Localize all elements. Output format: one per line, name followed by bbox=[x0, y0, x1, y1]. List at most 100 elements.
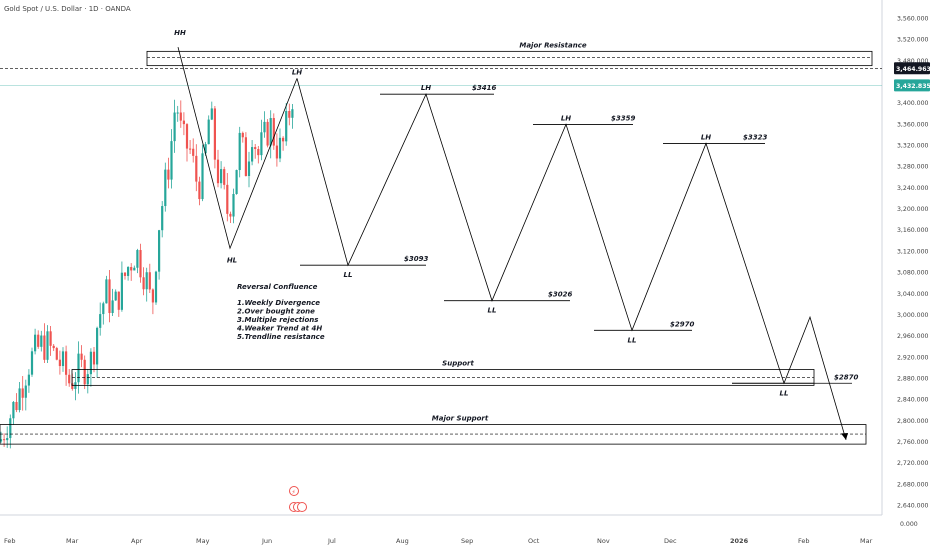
lh-label: LH bbox=[561, 114, 571, 122]
y-tick-label: 2,880.000 bbox=[897, 375, 929, 382]
y-tick-label: 3,280.000 bbox=[897, 164, 929, 171]
x-tick-label: Apr bbox=[131, 537, 143, 545]
y-tick-label: 2,760.000 bbox=[897, 439, 929, 446]
event-icon bbox=[297, 502, 307, 512]
candle-body bbox=[127, 267, 130, 276]
candle-body bbox=[254, 147, 257, 150]
candle-body bbox=[204, 144, 207, 154]
candle-body bbox=[133, 267, 136, 271]
candle-body bbox=[232, 193, 235, 217]
candle-body bbox=[238, 132, 241, 171]
candle-body bbox=[145, 272, 148, 290]
candle-body bbox=[151, 289, 154, 303]
confluence-item: 2.Over bought zone bbox=[237, 308, 315, 316]
price-level-label: $3416 bbox=[472, 84, 496, 92]
candle-body bbox=[43, 335, 46, 360]
ll-label: LL bbox=[628, 336, 637, 344]
candle-body bbox=[68, 374, 71, 384]
y-tick-label: 2,680.000 bbox=[897, 481, 929, 488]
confluence-item: 1.Weekly Divergence bbox=[237, 299, 320, 307]
y-tick-label: 2,720.000 bbox=[897, 460, 929, 467]
y-tick-label: 3,000.000 bbox=[897, 312, 929, 319]
y-tick-label: 3,360.000 bbox=[897, 121, 929, 128]
candle-body bbox=[3, 439, 6, 441]
candle-body bbox=[102, 303, 105, 315]
hl-label: HL bbox=[227, 256, 237, 264]
last-price-badge-bg bbox=[894, 79, 930, 92]
candle-body bbox=[12, 401, 15, 419]
lh-label: LH bbox=[421, 84, 431, 92]
candle-body bbox=[148, 272, 151, 290]
y-tick-label: 3,080.000 bbox=[897, 270, 929, 277]
candle-body bbox=[24, 385, 27, 398]
candle-body bbox=[182, 120, 185, 125]
candle-body bbox=[21, 388, 24, 398]
y-tick-label: 3,240.000 bbox=[897, 185, 929, 192]
candle-body bbox=[213, 108, 216, 160]
candle-body bbox=[235, 170, 238, 194]
last-price-badge: 3,432.835 bbox=[896, 83, 931, 90]
candle-body bbox=[61, 351, 65, 367]
x-tick-label: Mar bbox=[860, 537, 873, 545]
y-tick-label: 2,960.000 bbox=[897, 333, 929, 340]
candle-body bbox=[210, 108, 213, 120]
projection-arrow bbox=[841, 433, 848, 440]
candle-body bbox=[136, 250, 139, 268]
y-tick-label: 3,160.000 bbox=[897, 227, 929, 234]
candle-body bbox=[105, 279, 108, 304]
candle-body bbox=[96, 327, 99, 365]
candle-body bbox=[77, 353, 80, 383]
candle-body bbox=[247, 161, 251, 177]
candle-body bbox=[46, 331, 49, 360]
candle-body bbox=[272, 118, 275, 146]
candle-body bbox=[27, 374, 30, 386]
candle-body bbox=[201, 153, 204, 200]
candles bbox=[0, 99, 294, 449]
candle-body bbox=[6, 438, 9, 441]
structure-line bbox=[177, 47, 298, 250]
ref-price-badge: 3,464.963 bbox=[896, 66, 931, 73]
y-tick-label: 3,560.000 bbox=[897, 16, 929, 23]
candle-body bbox=[198, 181, 201, 200]
candle-body bbox=[49, 331, 52, 346]
x-tick-label: Feb bbox=[4, 537, 16, 545]
candle-body bbox=[229, 213, 232, 217]
candle-body bbox=[142, 277, 145, 290]
price-level-label: $3359 bbox=[611, 114, 635, 122]
y-tick-label: 3,520.000 bbox=[897, 37, 929, 44]
confluence-title: Reversal Confluence bbox=[237, 283, 318, 291]
projection-path bbox=[296, 78, 847, 441]
candle-body bbox=[9, 418, 12, 439]
y-tick-label: 0.000 bbox=[900, 521, 918, 528]
lh-label: LH bbox=[292, 68, 302, 76]
candle-body bbox=[278, 137, 282, 159]
candle-body bbox=[223, 169, 226, 185]
candle-body bbox=[18, 388, 21, 411]
confluence-item: 3.Multiple rejections bbox=[237, 316, 318, 324]
candle-body bbox=[291, 109, 294, 118]
confluence-item: 5.Trendline resistance bbox=[237, 333, 325, 341]
lightning-icon: ⚡ bbox=[292, 489, 296, 496]
candle-body bbox=[173, 112, 176, 142]
candle-body bbox=[257, 149, 260, 156]
candle-body bbox=[167, 169, 170, 180]
candle-body bbox=[65, 351, 68, 375]
candle-body bbox=[80, 353, 83, 360]
candle-body bbox=[244, 137, 247, 177]
zone-box bbox=[146, 50, 873, 67]
candle-body bbox=[30, 351, 34, 375]
candle-body bbox=[89, 351, 92, 375]
y-tick-label: 3,400.000 bbox=[897, 100, 929, 107]
candle-body bbox=[114, 291, 117, 301]
zone-label: Major Support bbox=[432, 415, 489, 423]
lh-label: LH bbox=[701, 133, 711, 141]
price-level-label: $2870 bbox=[834, 373, 858, 381]
candle-body bbox=[117, 291, 120, 310]
x-tick-label: Aug bbox=[396, 537, 409, 545]
candle-body bbox=[161, 206, 164, 231]
candle-body bbox=[192, 148, 195, 156]
y-tick-label: 2,800.000 bbox=[897, 418, 929, 425]
symbol-title: Gold Spot / U.S. Dollar · 1D · OANDA bbox=[4, 5, 131, 13]
y-tick-label: 3,040.000 bbox=[897, 291, 929, 298]
